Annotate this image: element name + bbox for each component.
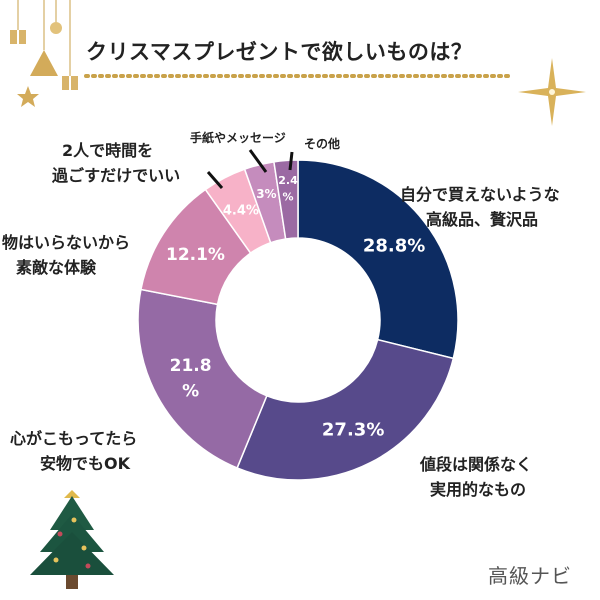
label-luxury: 自分で買えないような 高級品、贅沢品	[400, 182, 580, 232]
label-other: その他	[304, 136, 340, 152]
label-line: 素敵な体験	[16, 258, 97, 277]
donut-slice	[236, 338, 455, 481]
value-label: 27.3%	[322, 419, 384, 440]
ornament-decoration-icon	[10, 0, 78, 107]
label-practical: 値段は関係なく 実用的なもの	[420, 452, 580, 502]
donut-slices	[137, 159, 459, 481]
donut-slice	[137, 288, 268, 469]
label-line: 安物でもOK	[40, 454, 131, 473]
label-line: 値段は関係なく	[420, 455, 533, 474]
donut-slice	[273, 159, 299, 240]
value-label: 28.8%	[363, 235, 425, 256]
donut-slice	[297, 159, 459, 360]
value-labels: 28.8% 27.3% 21.8 % 12.1% 4.4% 3%2.4%	[166, 174, 425, 440]
label-line: 実用的なもの	[430, 480, 527, 499]
label-line: 心がこもってたら	[10, 429, 138, 448]
chart-title: クリスマスプレゼントで欲しいものは？	[86, 40, 473, 64]
label-line: 高級品、贅沢品	[426, 210, 539, 229]
label-heartfelt: 心がこもってたら 安物でもOK	[10, 426, 180, 476]
value-label: 12.1%	[166, 245, 225, 265]
label-experience: 物はいらないから 素敵な体験	[2, 230, 172, 280]
label-line: 過ごすだけでいい	[52, 166, 181, 185]
label-line: 自分で買えないような	[400, 185, 560, 204]
label-line: 手紙やメッセージ	[190, 131, 286, 145]
value-label: 3%	[256, 187, 276, 201]
value-label: 21.8%	[170, 356, 212, 402]
brand-logo: 高級ナビ	[488, 564, 572, 588]
value-label: 4.4%	[223, 204, 259, 219]
label-line: 2人で時間を	[62, 141, 154, 160]
leader-lines	[206, 149, 294, 189]
label-time-together: 2人で時間を 過ごすだけでいい	[52, 138, 212, 188]
label-letter: 手紙やメッセージ	[190, 130, 286, 146]
label-line: その他	[304, 137, 341, 151]
sparkle-icon	[518, 58, 586, 126]
label-line: 物はいらないから	[2, 233, 131, 252]
christmas-tree-icon	[30, 490, 114, 589]
value-label: 2.4%	[278, 174, 298, 204]
